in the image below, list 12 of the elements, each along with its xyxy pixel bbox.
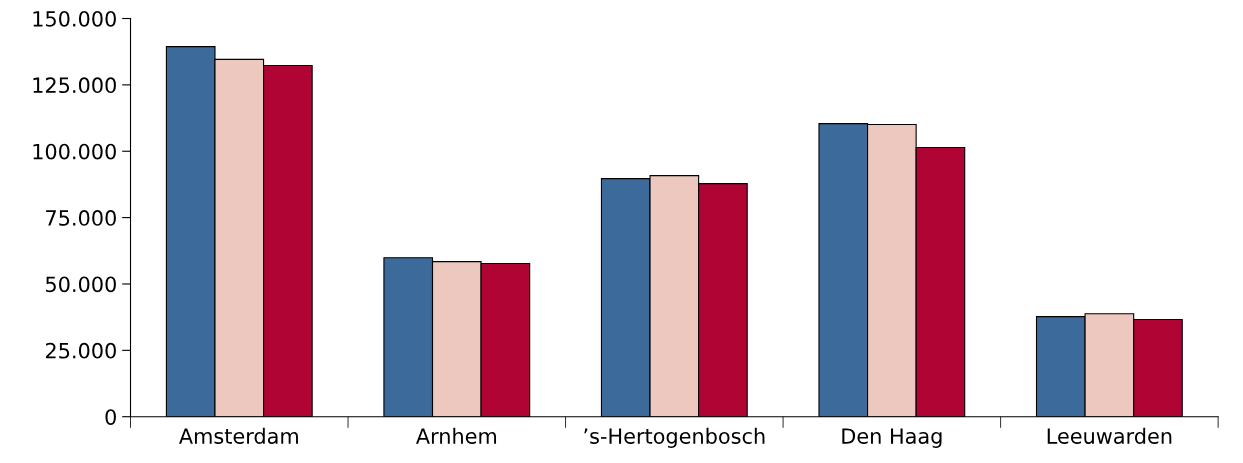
y-tick-label: 125.000: [33, 77, 116, 94]
x-tick-label: Amsterdam: [179, 427, 298, 444]
x-tick-label: Arnhem: [415, 427, 497, 444]
y-tick-label: 100.000: [33, 143, 116, 160]
x-tick-label: Den Haag: [842, 428, 942, 448]
y-tick-label: 0: [105, 409, 116, 425]
y-tick-label: 75.000: [46, 210, 116, 226]
x-tick-label: Leeuwarden: [1047, 427, 1172, 444]
y-tick-label: 150.000: [33, 10, 116, 27]
y-tick-label: 25.000: [45, 342, 116, 359]
x-tick-label: ’s-Hertogenbosch: [584, 427, 765, 448]
y-tick-label: 50.000: [46, 276, 116, 293]
